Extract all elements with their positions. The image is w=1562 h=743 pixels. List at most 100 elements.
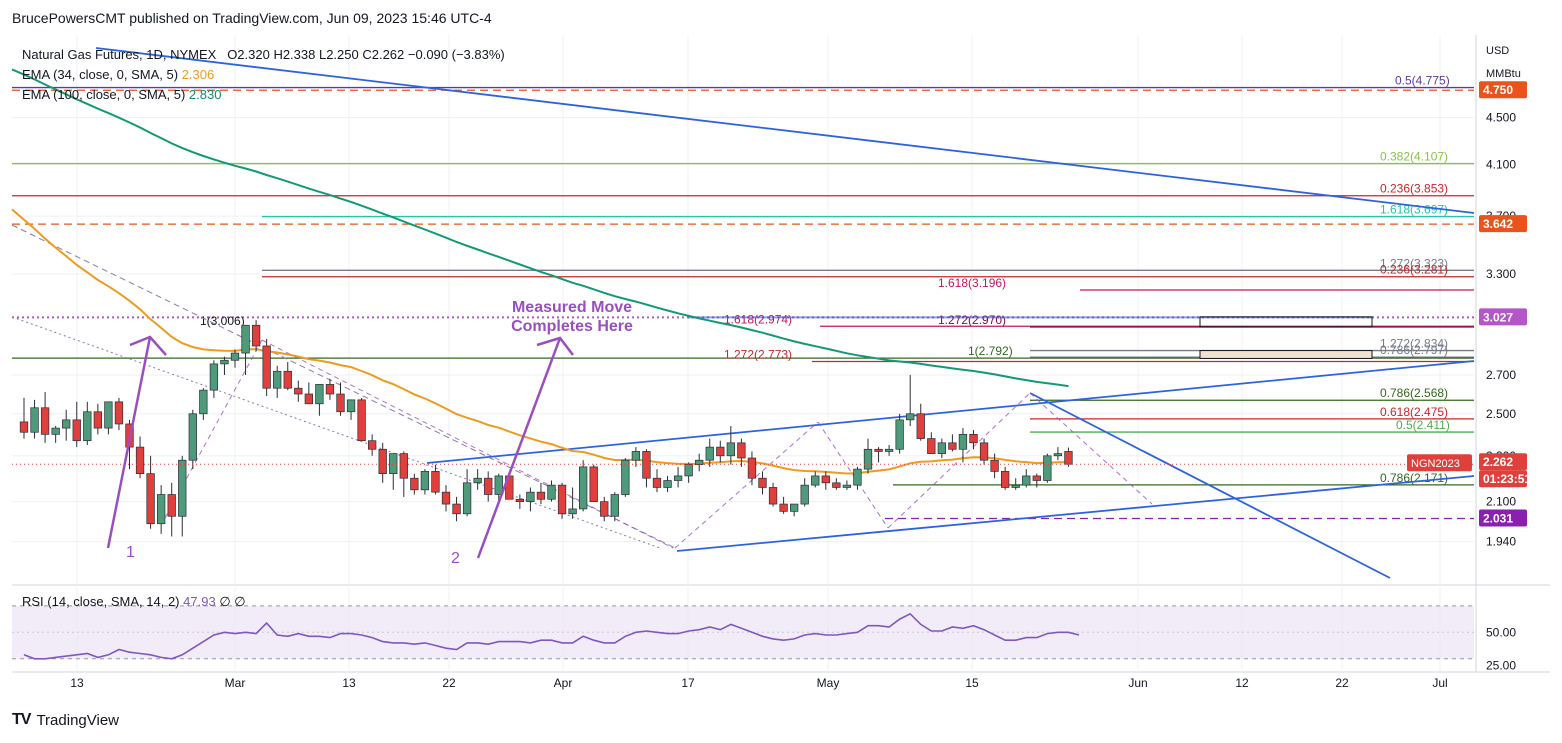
level-label: 0.618(2.475): [1380, 405, 1448, 419]
candle: [431, 464, 440, 495]
candle-body-down: [557, 484, 567, 515]
candle: [199, 388, 208, 420]
candle: [336, 382, 345, 416]
candle-body-up: [705, 446, 714, 461]
x-tick-label: Jul: [1432, 676, 1447, 690]
pattern-line: [164, 339, 263, 519]
candle-body-up: [1022, 475, 1031, 486]
candle-body-up: [83, 411, 92, 442]
y-tick-label: 2.500: [1486, 407, 1516, 421]
candle: [241, 324, 250, 375]
candle-body-down: [325, 384, 335, 395]
publisher-text: BrucePowersCMT published on TradingView.…: [12, 10, 492, 26]
level-label: 1.272(2.970): [938, 313, 1006, 327]
candle-body-up: [578, 466, 588, 510]
price-tag: [1479, 308, 1527, 326]
candle-body-up: [853, 468, 862, 486]
pattern-line: [1029, 392, 1153, 505]
candle: [93, 403, 103, 435]
candle-body-down: [874, 448, 883, 452]
x-tick-label: Jun: [1128, 676, 1147, 690]
candle-body-up: [726, 442, 735, 457]
candle: [494, 473, 503, 502]
candle-body-up: [789, 503, 799, 512]
x-tick-label: 15: [965, 676, 979, 690]
candle: [916, 403, 925, 441]
ema34-value: 2.306: [181, 67, 215, 82]
contract-tag-label: NGN2023: [1411, 458, 1460, 470]
candle-body-up: [631, 451, 641, 461]
ema34-label[interactable]: EMA (34, close, 0, SMA, 5): [22, 67, 179, 82]
candle: [1011, 478, 1020, 490]
level-label: 0.236(3.281): [1380, 263, 1448, 277]
candle-body-up: [389, 453, 398, 475]
candle: [462, 469, 472, 517]
candle: [906, 374, 915, 427]
candle: [716, 440, 725, 463]
candle: [1022, 469, 1031, 488]
symbol-name[interactable]: Natural Gas Futures, 1D, NYMEX: [22, 47, 217, 62]
tradingview-footer[interactable]: TV TradingView: [12, 711, 119, 729]
rsi-tick-label: 25.00: [1486, 658, 1516, 672]
x-tick-label: 12: [1235, 676, 1249, 690]
x-tick-label: May: [817, 676, 840, 690]
candle: [420, 469, 430, 495]
candle-body-up: [494, 475, 503, 495]
candle: [262, 338, 271, 396]
candle-body-up: [1043, 455, 1052, 481]
candle-body-up: [663, 480, 672, 488]
candle-body-up: [104, 401, 113, 429]
price-tag-label: 2.262: [1483, 455, 1513, 469]
candle: [19, 397, 29, 439]
candle: [526, 487, 535, 512]
zone-box: [1199, 350, 1373, 359]
candle: [157, 485, 166, 534]
candle-body-up: [695, 459, 704, 465]
price-tag-label: 3.642: [1483, 217, 1513, 231]
candle: [114, 397, 124, 431]
level-label: 1.272(2.773): [724, 348, 792, 362]
candle: [378, 442, 387, 483]
x-tick-label: 13: [70, 676, 84, 690]
candle-body-up: [937, 442, 946, 454]
candle: [842, 480, 852, 490]
candle-body-up: [346, 399, 356, 413]
candle-body-up: [958, 434, 968, 450]
wave1-arrow: [106, 336, 152, 549]
level-label: 1.618(2.974): [724, 312, 792, 326]
x-tick-label: Mar: [225, 676, 246, 690]
candle-body-up: [1053, 453, 1063, 457]
candle: [178, 455, 187, 537]
level-label: 1.272(2.834): [1380, 337, 1448, 351]
candle-body-down: [1032, 475, 1041, 481]
candle: [325, 378, 335, 400]
candle-body-up: [51, 427, 60, 435]
candle-body-up: [315, 384, 324, 405]
rsi-label[interactable]: RSI (14, close, SMA, 14, 2): [22, 594, 180, 609]
pattern-line: [261, 339, 674, 549]
candle-body-up: [157, 494, 166, 525]
candle: [1000, 466, 1010, 490]
price-tag: [1479, 509, 1527, 527]
candle: [220, 356, 229, 375]
y-tick-label: 1.940: [1486, 535, 1516, 549]
candle: [789, 503, 799, 517]
candle: [484, 471, 493, 502]
y-tick-label: 4.100: [1486, 157, 1516, 171]
candle: [642, 449, 651, 488]
level-label: 0.786(2.797): [1380, 343, 1448, 357]
candle: [768, 482, 778, 507]
candle: [251, 320, 261, 352]
candle: [346, 399, 356, 420]
candle: [399, 451, 408, 497]
candle-body-down: [484, 477, 493, 495]
ema100-label[interactable]: EMA (100, close, 0, SMA, 5): [22, 87, 186, 102]
candle: [705, 438, 714, 467]
candle: [515, 494, 524, 509]
candle: [410, 473, 419, 495]
tradingview-brand: TradingView: [36, 711, 119, 729]
y-tick-label: 3.300: [1486, 267, 1516, 281]
candle: [863, 438, 873, 474]
candle-body-up: [420, 471, 430, 491]
